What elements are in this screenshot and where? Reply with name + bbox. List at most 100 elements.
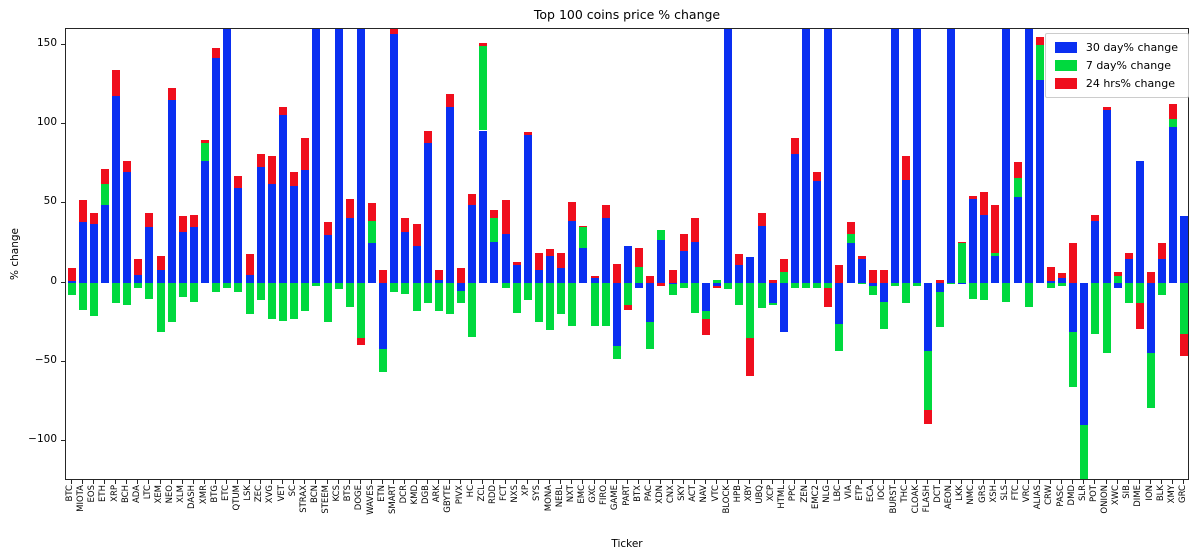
bar-segment-DIME xyxy=(1135,160,1144,283)
bar-segment-ACT xyxy=(690,282,699,313)
x-tick-mark xyxy=(382,480,384,484)
legend-label-24h: 24 hrs% change xyxy=(1085,77,1175,90)
bar-segment-NMC xyxy=(968,195,977,199)
x-tick-mark xyxy=(170,480,172,484)
bar-segment-ZEN xyxy=(802,282,811,288)
x-tick-mark xyxy=(960,480,962,484)
bar-segment-XCP xyxy=(768,282,777,304)
x-tick-label-LSK: LSK xyxy=(243,485,254,501)
bar-segment-BURST xyxy=(891,29,900,283)
x-tick-label-SLS: SLS xyxy=(999,485,1010,501)
x-tick-mark xyxy=(159,480,161,484)
bar-segment-CNX xyxy=(668,282,677,285)
bar-segment-ZEC xyxy=(256,154,265,167)
bar-segment-FLASH xyxy=(924,282,933,351)
bar-segment-XVG xyxy=(267,184,276,283)
bar-segment-NLG xyxy=(824,29,833,283)
bar-segment-VET xyxy=(279,114,287,283)
bar-segment-GRS xyxy=(980,214,989,283)
x-tick-mark xyxy=(860,480,862,484)
bar-segment-ECA xyxy=(868,270,877,283)
bar-segment-CLOAK xyxy=(913,29,922,283)
x-tick-mark xyxy=(1027,480,1029,484)
bar-segment-DMD xyxy=(1069,243,1078,283)
x-tick-label-KCS: KCS xyxy=(332,485,343,502)
x-tick-label-CNX: CNX xyxy=(666,485,676,504)
bar-segment-BTS xyxy=(345,282,354,307)
bar-segment-XVG xyxy=(267,282,276,320)
bar-segment-NAV xyxy=(701,282,710,312)
x-tick-label-FIRO: FIRO xyxy=(599,485,610,505)
bar-segment-EMC2 xyxy=(813,282,822,288)
x-tick-mark xyxy=(404,480,406,484)
x-tick-mark xyxy=(805,480,807,484)
x-tick-label-NXT: NXT xyxy=(565,485,576,503)
bar-segment-XSH xyxy=(991,252,1000,256)
x-tick-mark xyxy=(348,480,350,484)
bar-segment-MIOTA xyxy=(78,282,87,310)
x-tick-label-ADA: ADA xyxy=(131,485,142,504)
bar-segment-ADA xyxy=(134,274,143,283)
x-tick-label-POT: POT xyxy=(1088,485,1099,503)
bar-segment-DASH xyxy=(189,214,198,228)
bar-segment-NEO xyxy=(167,87,176,101)
bar-segment-UBQ xyxy=(757,225,766,283)
bar-segment-THC xyxy=(902,282,911,304)
bar-segment-PAC xyxy=(646,322,655,350)
bar-segment-NXS xyxy=(512,282,521,313)
bar-segment-RDD xyxy=(490,217,499,242)
x-tick-label-GRC: GRC xyxy=(1177,485,1188,504)
bar-segment-HPB xyxy=(735,254,744,266)
x-tick-mark xyxy=(727,480,729,484)
legend-swatch-30d-icon xyxy=(1054,42,1077,53)
bar-segment-NEBL xyxy=(557,268,566,283)
x-tick-label-EMC2: EMC2 xyxy=(810,485,821,510)
bar-segment-HC xyxy=(468,282,477,337)
legend-row-30d: 30 day% change xyxy=(1054,41,1178,54)
bar-segment-EOS xyxy=(89,224,98,283)
bar-segment-ECA xyxy=(868,282,877,286)
x-tick-label-CLOAK: CLOAK xyxy=(910,485,921,514)
bar-segment-XCP xyxy=(768,279,777,283)
x-tick-mark xyxy=(894,480,896,484)
bar-segment-PIVX xyxy=(457,268,466,283)
bar-segment-NXT xyxy=(568,220,577,283)
x-tick-label-GBYTE: GBYTE xyxy=(443,485,454,513)
bar-segment-XMY xyxy=(1169,127,1178,283)
bar-segment-XRP xyxy=(112,70,121,96)
bar-segment-LTC xyxy=(145,227,154,283)
x-tick-mark xyxy=(137,480,139,484)
y-tick-label: 0 xyxy=(50,274,57,287)
bar-segment-DIME xyxy=(1135,282,1144,304)
bar-segment-FLASH xyxy=(924,409,933,424)
bar-segment-PASC xyxy=(1058,277,1067,283)
bar-segment-GXC xyxy=(590,277,599,283)
bar-segment-STEEM xyxy=(323,235,332,283)
bar-segment-EOS xyxy=(89,212,98,225)
x-tick-mark xyxy=(248,480,250,484)
x-tick-label-LKK: LKK xyxy=(955,485,966,501)
bar-segment-XP xyxy=(523,135,532,283)
bar-segment-EMC xyxy=(579,247,588,283)
bar-segment-SIB xyxy=(1124,252,1133,259)
bar-segment-KCS xyxy=(334,29,343,283)
x-tick-mark xyxy=(916,480,918,484)
x-tick-mark xyxy=(671,480,673,484)
bar-segment-PART xyxy=(624,246,632,283)
bar-segment-XCP xyxy=(768,303,777,305)
bar-segment-SKY xyxy=(679,282,688,288)
x-tick-label-HTML: HTML xyxy=(777,485,788,509)
bar-segment-QTUM xyxy=(234,187,243,283)
bar-segment-AEON xyxy=(946,282,955,285)
legend-label-7d: 7 day% change xyxy=(1085,59,1171,72)
x-tick-label-PART: PART xyxy=(621,485,632,506)
bar-segment-NEBL xyxy=(557,282,566,315)
x-tick-mark xyxy=(782,480,784,484)
bar-segment-IOC xyxy=(879,270,888,283)
bar-segment-XEM xyxy=(156,255,165,271)
y-tick-mark xyxy=(61,43,65,45)
bar-segment-BTG xyxy=(212,57,221,283)
x-tick-mark xyxy=(927,480,929,484)
x-tick-mark xyxy=(81,480,83,484)
bar-segment-NXS xyxy=(512,262,521,266)
